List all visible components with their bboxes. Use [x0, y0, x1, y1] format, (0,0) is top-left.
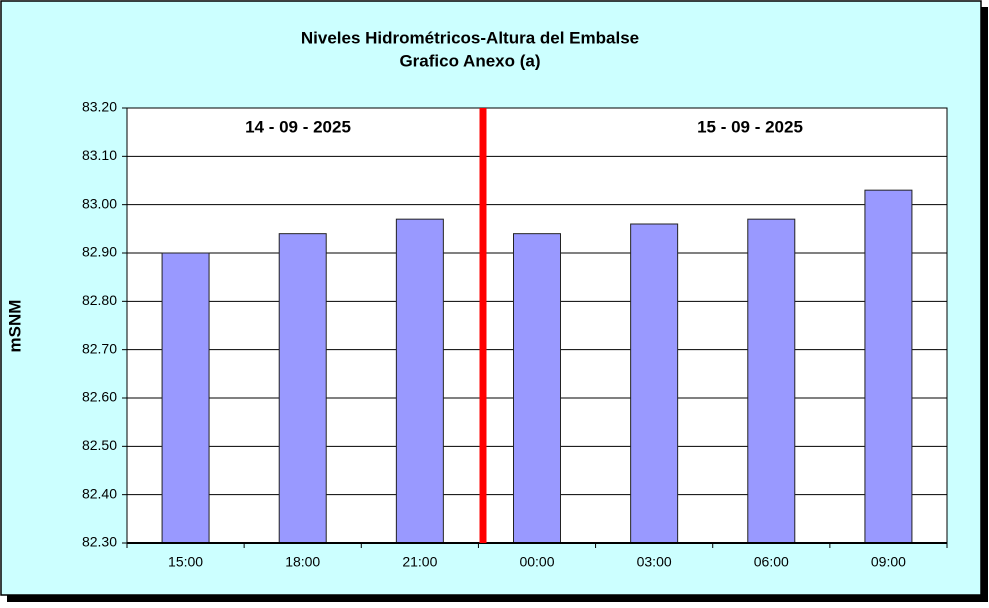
- bar: [278, 233, 327, 544]
- y-tick-label: 82.80: [82, 292, 117, 308]
- bar: [395, 218, 444, 544]
- y-tick-label: 82.50: [82, 437, 117, 453]
- annotation: 15 - 09 - 2025: [697, 117, 803, 136]
- x-tick-label: 06:00: [754, 554, 789, 570]
- y-tick-label: 82.70: [82, 340, 117, 356]
- bar: [513, 233, 561, 544]
- y-tick-label: 82.90: [82, 244, 117, 260]
- bar: [630, 223, 679, 544]
- x-tick-label: 15:00: [168, 554, 203, 570]
- y-tick-label: 83.20: [82, 99, 117, 115]
- bar: [747, 218, 796, 544]
- bar: [864, 189, 913, 544]
- x-tick-label: 21:00: [402, 554, 437, 570]
- x-tick-label: 18:00: [285, 554, 320, 570]
- x-tick-label: 09:00: [871, 554, 906, 570]
- bar: [161, 252, 210, 544]
- chart-subtitle: Grafico Anexo (a): [399, 51, 540, 70]
- y-tick-label: 83.00: [82, 195, 117, 211]
- y-tick-label: 82.60: [82, 389, 117, 405]
- y-tick-label: 83.10: [82, 147, 117, 163]
- annotation: 14 - 09 - 2025: [245, 117, 351, 136]
- x-tick-label: 03:00: [637, 554, 672, 570]
- y-tick-label: 82.40: [82, 485, 117, 501]
- y-axis-label: mSNM: [5, 300, 24, 353]
- chart-title: Niveles Hidrométricos-Altura del Embalse: [301, 28, 639, 47]
- x-tick-label: 00:00: [519, 554, 554, 570]
- y-tick-label: 82.30: [82, 534, 117, 550]
- marks: 82.30 82.40 82.50 82.60 82.70 82.80 82.90 83.00…: [82, 99, 948, 570]
